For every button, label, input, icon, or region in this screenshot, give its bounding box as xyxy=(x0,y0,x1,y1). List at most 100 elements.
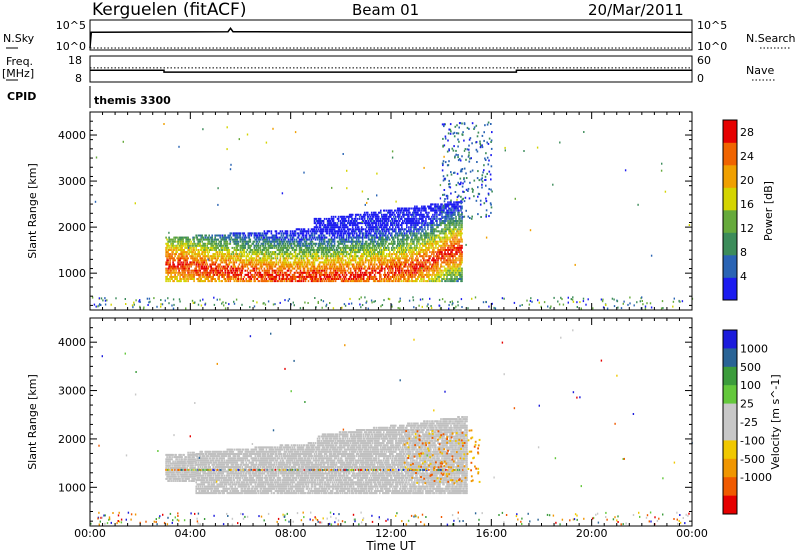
power-cell xyxy=(401,267,403,270)
power-cell xyxy=(402,220,404,222)
power-cell xyxy=(331,226,334,229)
power-cell xyxy=(290,278,293,280)
power-cell xyxy=(410,224,412,227)
power-cell xyxy=(275,273,278,276)
power-cell xyxy=(286,265,289,268)
nsky-series-line xyxy=(89,27,693,49)
power-cell xyxy=(409,220,411,222)
power-cell xyxy=(411,224,413,227)
power-cell xyxy=(191,244,193,247)
power-cell xyxy=(206,269,208,272)
power-cell xyxy=(352,249,355,251)
power-cell xyxy=(371,249,374,251)
power-cell xyxy=(414,205,416,208)
power-cell xyxy=(189,255,191,258)
power-cell xyxy=(389,226,391,229)
power-cell xyxy=(250,259,253,262)
power-cell xyxy=(350,278,353,280)
power-cell xyxy=(196,236,198,239)
power-cell xyxy=(344,240,347,243)
power-cell xyxy=(199,244,201,247)
power-cell xyxy=(426,265,428,268)
power-cell xyxy=(252,267,255,270)
power-cell xyxy=(287,253,290,256)
power-cell xyxy=(378,220,380,222)
power-cell xyxy=(396,265,398,268)
power-cell xyxy=(255,246,258,249)
power-cell xyxy=(172,271,174,274)
power-cell xyxy=(213,253,215,256)
power-cell xyxy=(314,232,317,235)
power-cell xyxy=(311,269,314,272)
power-cell xyxy=(383,215,385,218)
power-cell xyxy=(404,269,406,272)
power-cell xyxy=(276,242,279,245)
power-cell xyxy=(384,278,386,280)
power-cell xyxy=(390,224,392,227)
power-cell xyxy=(360,280,363,283)
power-cell xyxy=(291,236,294,239)
power-cell xyxy=(392,275,394,278)
power-cell xyxy=(358,236,361,239)
power-cell xyxy=(257,246,260,249)
power-cell xyxy=(344,226,347,229)
power-cell xyxy=(227,269,230,272)
power-cell xyxy=(189,251,191,254)
power-cell xyxy=(188,244,190,247)
power-cell xyxy=(405,238,407,241)
power-cell xyxy=(322,220,325,222)
power-cell xyxy=(229,255,232,258)
power-cell xyxy=(167,255,169,258)
power-cell xyxy=(223,265,225,268)
power-cell xyxy=(180,238,182,241)
power-cell xyxy=(385,224,387,227)
power-cell xyxy=(381,238,383,241)
power-cell xyxy=(283,263,286,266)
power-cell xyxy=(259,246,262,249)
power-cell xyxy=(368,228,371,231)
power-cell xyxy=(167,242,169,245)
power-cell xyxy=(311,253,314,256)
power-cell xyxy=(316,222,319,225)
power-cell xyxy=(248,278,251,280)
power-cell xyxy=(359,280,362,283)
power-cell xyxy=(412,267,414,270)
power-cell xyxy=(369,220,372,222)
power-cell xyxy=(206,278,208,280)
power-cell xyxy=(407,269,409,272)
power-cell xyxy=(323,261,326,264)
power-cell xyxy=(410,263,412,266)
power-cell xyxy=(245,236,248,239)
power-cell xyxy=(424,240,426,243)
power-cell xyxy=(325,263,328,266)
power-cell xyxy=(195,269,197,272)
power-cell xyxy=(335,246,338,249)
power-cell xyxy=(314,222,317,225)
power-cell xyxy=(320,253,323,256)
power-cell xyxy=(395,226,397,229)
power-cell xyxy=(203,255,205,258)
power-cell xyxy=(377,215,379,218)
power-cell xyxy=(170,273,172,276)
power-cell xyxy=(285,240,288,243)
power-cell xyxy=(275,234,278,237)
power-cell xyxy=(381,257,383,260)
power-cell xyxy=(209,271,211,274)
power-cell xyxy=(236,234,239,237)
power-cell xyxy=(183,280,185,283)
power-cell xyxy=(371,267,374,270)
power-cell xyxy=(174,278,176,280)
power-cell xyxy=(400,265,402,268)
power-cell xyxy=(402,244,404,247)
power-cell xyxy=(224,240,226,243)
power-cell xyxy=(177,267,179,270)
power-cell xyxy=(358,232,361,235)
power-cell xyxy=(328,220,331,222)
power-cell xyxy=(278,244,281,247)
power-cell xyxy=(311,240,314,243)
power-cell xyxy=(343,263,346,266)
power-cell xyxy=(202,275,204,278)
power-cell xyxy=(280,265,283,268)
power-cell xyxy=(184,273,186,276)
power-cell xyxy=(428,275,430,278)
